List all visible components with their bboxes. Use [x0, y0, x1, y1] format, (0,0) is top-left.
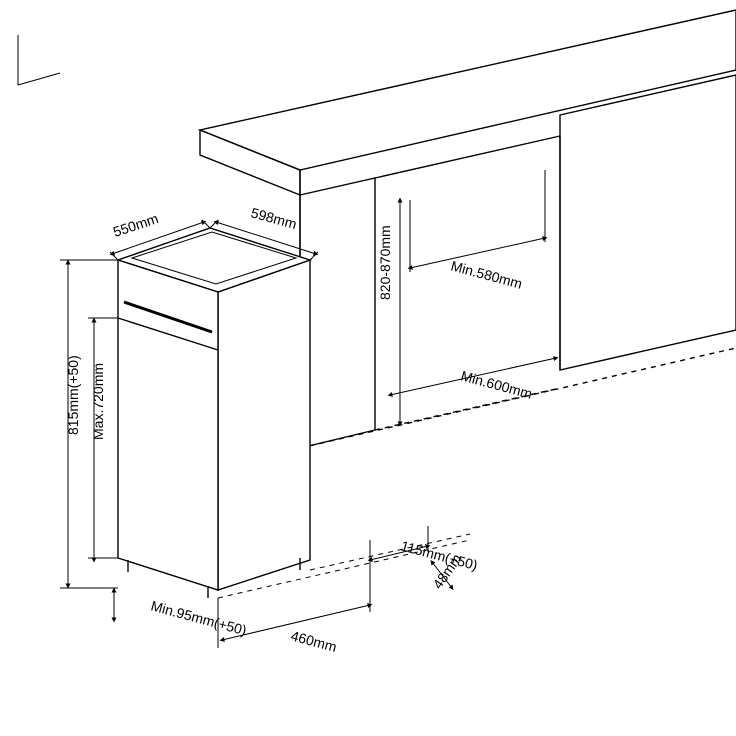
label-appl-width: 598mm	[249, 204, 298, 232]
label-toe-kick: Min.95mm(+50)	[149, 597, 248, 638]
dim-cavity-depth	[410, 170, 545, 272]
installation-diagram: 550mm 598mm 815mm(+50) Max.720mm 820-870…	[0, 0, 736, 736]
label-cavity-d: Min.580mm	[449, 257, 524, 291]
label-appl-height: 815mm(+50)	[65, 355, 81, 435]
label-depth-460: 460mm	[289, 627, 338, 655]
label-appl-depth: 550mm	[111, 210, 160, 240]
dishwasher	[118, 228, 310, 590]
label-panel-height: Max.720mm	[90, 363, 106, 440]
label-cavity-w: Min.600mm	[459, 367, 534, 401]
dim-toe-kick	[108, 558, 118, 620]
label-cavity-h: 820-870mm	[377, 225, 393, 300]
